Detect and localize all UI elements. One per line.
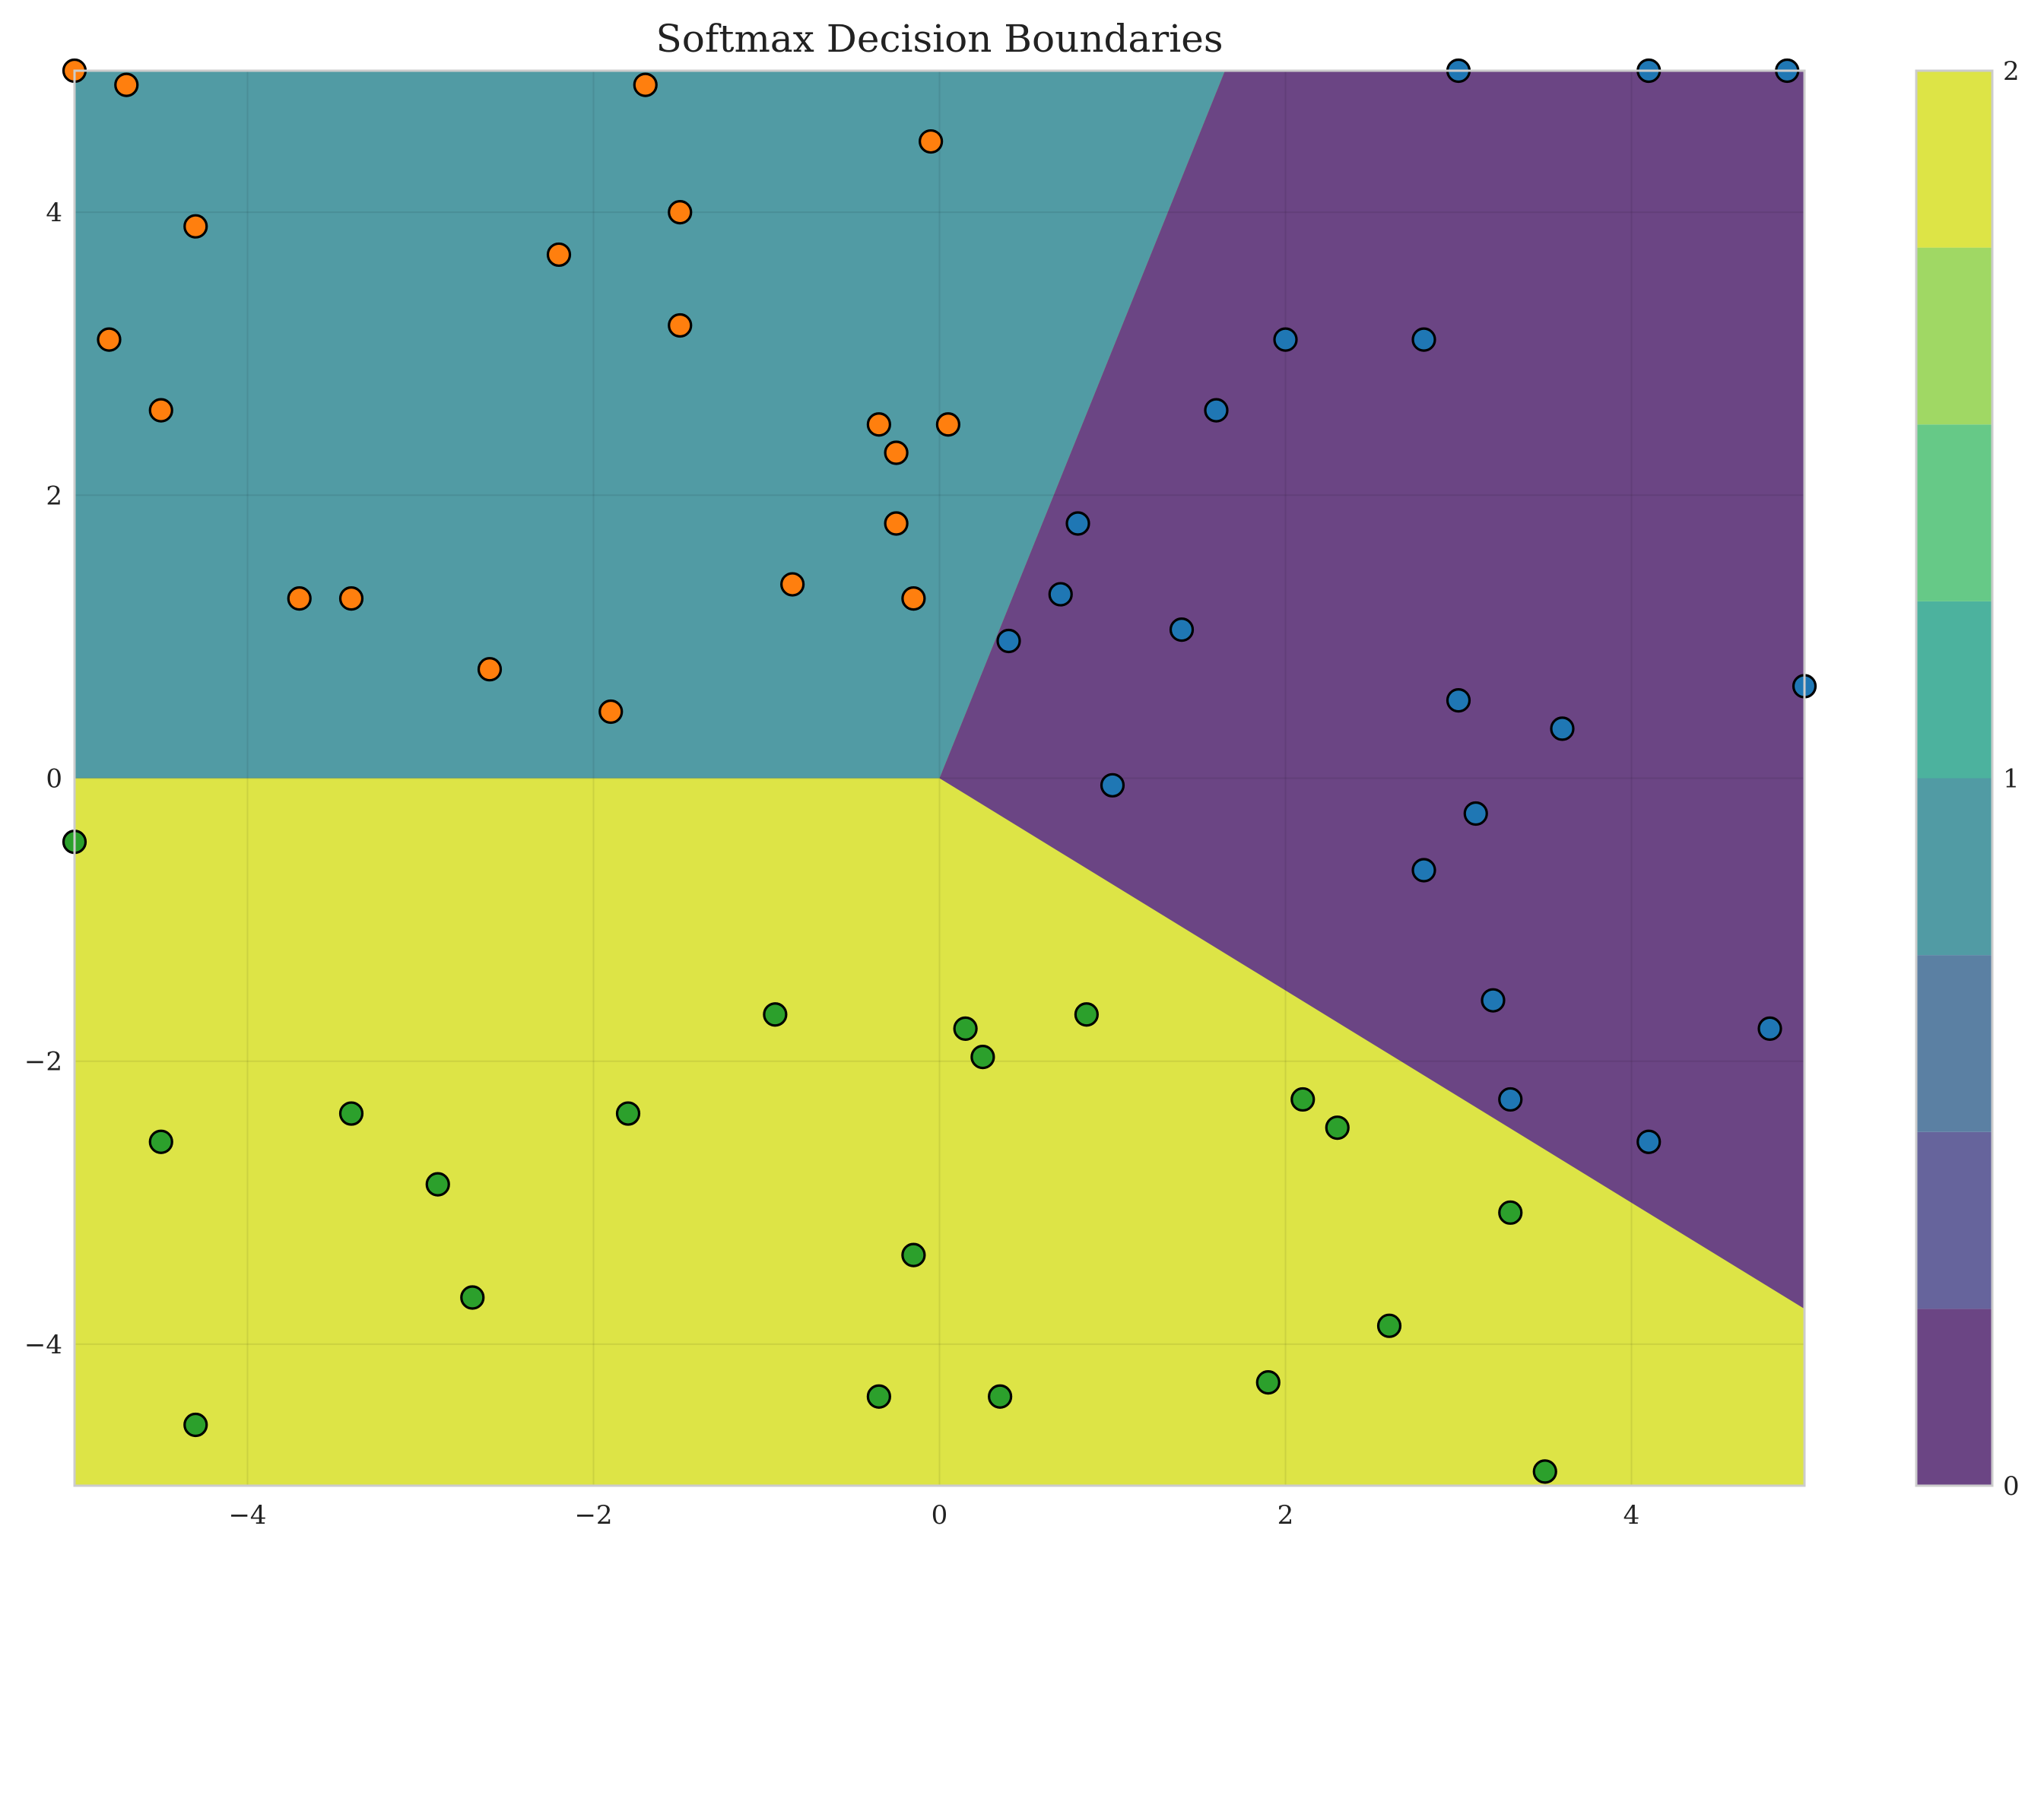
data-point-series-2 <box>1532 1459 1557 1484</box>
colorbar-level <box>1916 1131 1992 1309</box>
data-point-series-0 <box>1411 327 1436 352</box>
data-point-series-1 <box>183 214 208 239</box>
data-point-series-1 <box>668 200 693 225</box>
chart-title: Softmax Decision Boundaries <box>656 17 1224 61</box>
data-point-series-2 <box>615 1101 641 1126</box>
data-point-series-2 <box>338 1101 364 1126</box>
y-tick-label: −2 <box>24 1047 62 1077</box>
grid-lines <box>75 71 1804 1486</box>
data-point-series-1 <box>598 699 624 725</box>
data-point-series-1 <box>287 586 312 611</box>
plot-area <box>62 58 1817 1487</box>
data-point-series-1 <box>935 412 960 437</box>
data-point-series-0 <box>1446 688 1471 713</box>
data-point-series-0 <box>1204 398 1229 423</box>
colorbar: 0 1 2 <box>1915 56 2020 1502</box>
region-class-0 <box>939 71 1804 1309</box>
data-point-series-1 <box>97 327 122 352</box>
data-point-series-2 <box>901 1242 926 1267</box>
y-tick-label: 2 <box>46 481 62 511</box>
colorbar-frame <box>1915 69 1994 1487</box>
colorbar-level <box>1916 955 1992 1132</box>
colorbar-level <box>1916 601 1992 779</box>
data-point-series-0 <box>996 628 1021 654</box>
data-point-series-2 <box>763 1002 788 1027</box>
data-point-series-2 <box>1074 1002 1099 1027</box>
x-tick-label: 2 <box>1278 1500 1294 1531</box>
data-point-series-1 <box>114 72 139 97</box>
data-point-series-0 <box>1550 716 1575 741</box>
data-point-series-2 <box>1255 1370 1281 1395</box>
colorbar-level <box>1916 424 1992 601</box>
x-tick-label: −4 <box>228 1500 266 1531</box>
data-point-series-0 <box>1411 858 1436 883</box>
data-point-series-0 <box>1498 1087 1523 1112</box>
data-point-series-1 <box>338 586 364 611</box>
data-point-series-1 <box>148 398 173 423</box>
data-point-series-1 <box>884 440 909 465</box>
y-tick-label: 4 <box>46 198 62 228</box>
data-point-series-0 <box>1048 582 1073 607</box>
data-point-series-1 <box>866 412 891 437</box>
data-point-series-2 <box>1325 1115 1350 1141</box>
data-point-series-0 <box>1169 617 1195 642</box>
data-point-series-1 <box>884 511 909 536</box>
x-tick-label: 4 <box>1623 1500 1640 1531</box>
data-point-series-0 <box>1757 1016 1782 1041</box>
data-point-series-2 <box>988 1384 1013 1409</box>
data-point-series-2 <box>460 1285 485 1310</box>
data-points <box>62 58 1817 1484</box>
data-point-series-2 <box>866 1384 891 1409</box>
data-point-series-1 <box>477 657 503 682</box>
y-tick-label: −4 <box>24 1330 62 1360</box>
data-point-series-2 <box>953 1016 978 1041</box>
colorbar-level <box>1916 247 1992 425</box>
colorbar-tick-label: 1 <box>2003 764 2020 795</box>
data-point-series-0 <box>1273 327 1298 352</box>
y-axis: −4 −2 0 2 4 <box>24 198 62 1360</box>
x-tick-label: 0 <box>932 1500 948 1531</box>
y-tick-label: 0 <box>46 764 62 795</box>
data-point-series-0 <box>1065 511 1090 536</box>
data-point-series-1 <box>546 242 572 268</box>
x-tick-label: −2 <box>574 1500 612 1531</box>
data-point-series-1 <box>633 72 658 97</box>
data-point-series-1 <box>901 586 926 611</box>
colorbar-tick-label: 0 <box>2003 1471 2020 1502</box>
colorbar-level <box>1916 71 1992 248</box>
data-point-series-1 <box>919 128 944 154</box>
data-point-series-0 <box>1481 988 1506 1013</box>
x-axis: −4 −2 0 2 4 <box>228 1500 1639 1531</box>
data-point-series-0 <box>1100 773 1125 798</box>
data-point-series-2 <box>425 1172 450 1197</box>
data-point-series-1 <box>668 312 693 338</box>
colorbar-tick-label: 2 <box>2003 56 2020 87</box>
plot-frame <box>73 69 1806 1487</box>
data-point-series-0 <box>1463 801 1488 826</box>
data-point-series-2 <box>1376 1313 1402 1338</box>
colorbar-level <box>1916 778 1992 956</box>
data-point-series-0 <box>1636 1129 1662 1154</box>
data-point-series-2 <box>1498 1200 1523 1225</box>
colorbar-level <box>1916 1309 1992 1486</box>
data-point-series-2 <box>148 1129 173 1154</box>
data-point-series-1 <box>780 572 805 597</box>
data-point-series-2 <box>1290 1087 1316 1112</box>
data-point-series-2 <box>183 1412 208 1438</box>
data-point-series-2 <box>970 1045 995 1070</box>
